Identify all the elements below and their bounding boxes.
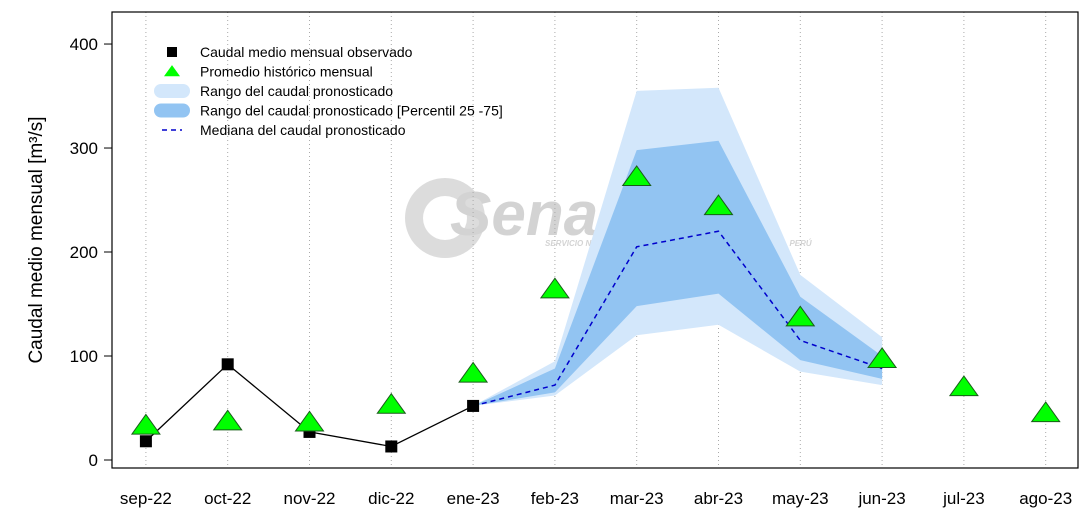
median-line xyxy=(472,230,883,407)
legend-marker xyxy=(164,65,180,77)
y-tick-label: 200 xyxy=(70,243,98,262)
legend-marker xyxy=(167,47,177,57)
x-tick-label: dic-22 xyxy=(368,489,414,508)
y-tick-label: 300 xyxy=(70,139,98,158)
x-tick-label: jul-23 xyxy=(942,489,985,508)
historic-point xyxy=(867,347,898,369)
x-tick-label: feb-23 xyxy=(531,489,579,508)
y-tick-label: 100 xyxy=(70,347,98,366)
observed-point xyxy=(139,435,152,448)
y-tick-label: 0 xyxy=(89,451,98,470)
historic-point xyxy=(376,392,407,414)
x-tick-label: oct-22 xyxy=(204,489,251,508)
observed-point xyxy=(221,358,234,371)
historic-point xyxy=(785,305,816,327)
x-tick-label: ene-23 xyxy=(447,489,500,508)
plot-frame xyxy=(111,11,1079,469)
x-tick-label: sep-22 xyxy=(120,489,172,508)
historic-point xyxy=(621,165,652,187)
legend-label: Promedio histórico mensual xyxy=(200,64,373,80)
legend-marker xyxy=(154,103,190,118)
x-tick-label: abr-23 xyxy=(694,489,743,508)
observed-point xyxy=(385,440,398,453)
historic-point xyxy=(458,361,489,383)
x-tick-label: may-23 xyxy=(772,489,829,508)
x-tick-label: mar-23 xyxy=(610,489,664,508)
historic-point xyxy=(1030,401,1061,423)
historic-point xyxy=(948,375,979,397)
x-tick-label: jun-23 xyxy=(857,489,905,508)
x-tick-label: nov-22 xyxy=(284,489,336,508)
historic-point xyxy=(130,413,161,435)
y-tick-label: 400 xyxy=(70,35,98,54)
y-axis-label: Caudal medio mensual [m³/s] xyxy=(26,116,47,363)
historic-point xyxy=(294,410,325,432)
watermark-logo xyxy=(423,196,467,240)
legend-label: Rango del caudal pronosticado xyxy=(200,83,393,99)
range-band xyxy=(473,140,883,406)
historic-point xyxy=(212,409,243,431)
x-tick-label: ago-23 xyxy=(1019,489,1072,508)
historic-point xyxy=(703,194,734,216)
historic-point xyxy=(539,277,570,299)
legend-marker xyxy=(154,84,190,98)
legend-label: Mediana del caudal pronosticado xyxy=(200,122,406,138)
observed-point xyxy=(467,399,480,412)
legend-label: Rango del caudal pronosticado [Percentil… xyxy=(200,103,503,119)
legend-label: Caudal medio mensual observado xyxy=(200,44,413,60)
